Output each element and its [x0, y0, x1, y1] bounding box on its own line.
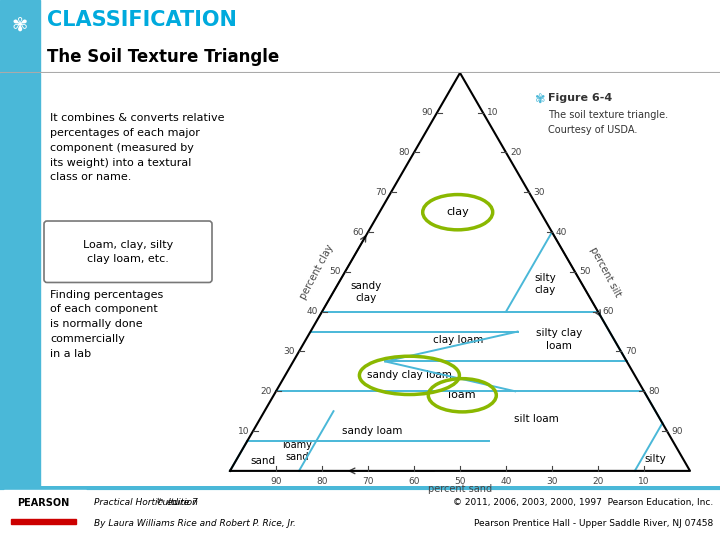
Text: sandy
clay: sandy clay — [350, 281, 382, 303]
Text: ✾: ✾ — [12, 16, 27, 35]
Text: 50: 50 — [330, 267, 341, 276]
Text: 90: 90 — [270, 477, 282, 486]
Text: 90: 90 — [421, 108, 433, 117]
Bar — [0, 0, 40, 73]
Text: Finding percentages
of each component
is normally done
commercially
in a lab: Finding percentages of each component is… — [50, 289, 163, 359]
Text: Practical Horticulture 7: Practical Horticulture 7 — [94, 498, 197, 507]
Text: sandy clay loam: sandy clay loam — [367, 370, 452, 380]
Text: loam: loam — [449, 390, 476, 400]
Text: 80: 80 — [316, 477, 328, 486]
Text: PEARSON: PEARSON — [17, 498, 69, 508]
Text: The Soil Texture Triangle: The Soil Texture Triangle — [47, 48, 279, 66]
Text: 10: 10 — [238, 427, 249, 436]
Bar — [0, 73, 40, 486]
Text: 20: 20 — [261, 387, 272, 396]
Text: sandy loam: sandy loam — [343, 426, 402, 436]
Text: ✾: ✾ — [535, 93, 546, 106]
FancyBboxPatch shape — [44, 221, 212, 282]
Text: 50: 50 — [454, 477, 466, 486]
Text: 50: 50 — [579, 267, 590, 276]
Text: edition: edition — [164, 498, 198, 507]
Text: It combines & converts relative
percentages of each major
component (measured by: It combines & converts relative percenta… — [50, 113, 225, 183]
Text: 60: 60 — [408, 477, 420, 486]
Text: 20: 20 — [593, 477, 603, 486]
Text: 20: 20 — [510, 148, 521, 157]
Text: 80: 80 — [648, 387, 660, 396]
Text: clay loam: clay loam — [433, 335, 483, 345]
Text: 70: 70 — [376, 188, 387, 197]
Text: © 2011, 2006, 2003, 2000, 1997  Pearson Education, Inc.: © 2011, 2006, 2003, 2000, 1997 Pearson E… — [453, 498, 713, 507]
Text: clay: clay — [446, 207, 469, 217]
Text: silty clay
loam: silty clay loam — [536, 328, 582, 351]
Text: percent clay: percent clay — [298, 243, 336, 301]
Text: 40: 40 — [500, 477, 512, 486]
Text: 60: 60 — [353, 227, 364, 237]
Text: loamy
sand: loamy sand — [282, 440, 312, 462]
Text: 30: 30 — [284, 347, 295, 356]
Text: percent sand: percent sand — [428, 484, 492, 494]
Text: silt loam: silt loam — [513, 414, 558, 424]
Text: th: th — [157, 497, 164, 504]
Text: 30: 30 — [533, 188, 544, 197]
Text: The soil texture triangle.: The soil texture triangle. — [548, 110, 668, 120]
Text: 80: 80 — [398, 148, 410, 157]
Text: By Laura Williams Rice and Robert P. Rice, Jr.: By Laura Williams Rice and Robert P. Ric… — [94, 519, 295, 528]
Text: Figure 6-4: Figure 6-4 — [548, 93, 612, 103]
Bar — [11, 519, 76, 524]
Text: 60: 60 — [602, 307, 613, 316]
Text: 90: 90 — [671, 427, 683, 436]
Bar — [4, 490, 86, 537]
Text: Courtesy of USDA.: Courtesy of USDA. — [548, 125, 637, 136]
Text: 70: 70 — [625, 347, 636, 356]
Text: 10: 10 — [638, 477, 649, 486]
Text: sand: sand — [251, 456, 276, 466]
Text: silty
clay: silty clay — [534, 273, 556, 295]
Text: 10: 10 — [487, 108, 498, 117]
Text: percent silt: percent silt — [588, 245, 622, 299]
Text: CLASSIFICATION: CLASSIFICATION — [47, 10, 237, 30]
Text: 30: 30 — [546, 477, 558, 486]
Text: silty: silty — [644, 454, 667, 464]
Text: 70: 70 — [362, 477, 374, 486]
Text: Pearson Prentice Hall - Upper Saddle River, NJ 07458: Pearson Prentice Hall - Upper Saddle Riv… — [474, 519, 713, 528]
Text: Loam, clay, silty
clay loam, etc.: Loam, clay, silty clay loam, etc. — [83, 240, 173, 264]
Text: 40: 40 — [556, 227, 567, 237]
Text: 40: 40 — [307, 307, 318, 316]
